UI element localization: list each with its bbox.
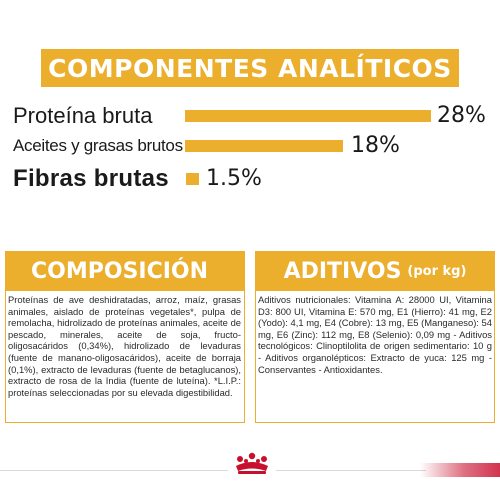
nutrient-bar-fiber	[186, 173, 199, 185]
nutrient-value: 1.5%	[206, 166, 262, 191]
nutrient-bar-protein	[185, 110, 431, 122]
composition-header: COMPOSICIÓN	[5, 251, 245, 291]
analytics-title-band: COMPONENTES ANALÍTICOS	[41, 49, 459, 87]
nutrient-bar-fat	[185, 140, 343, 152]
additives-subtitle: (por kg)	[407, 263, 467, 279]
nutrient-row-fiber: Fibras brutas 1.5%	[0, 164, 500, 194]
nutrient-value: 18%	[351, 133, 400, 158]
footer-divider-left	[0, 470, 228, 471]
nutrient-row-fat: Aceites y grasas brutos 18%	[0, 131, 500, 161]
nutrient-row-protein: Proteína bruta 28%	[0, 101, 500, 131]
nutrient-value: 28%	[437, 103, 486, 128]
nutrient-label: Aceites y grasas brutos	[13, 136, 183, 155]
footer-divider-right	[276, 470, 426, 471]
royal-canin-crown-icon	[236, 452, 268, 474]
analytics-section: COMPONENTES ANALÍTICOS Proteína bruta 28…	[0, 0, 500, 216]
composition-text: Proteínas de ave deshidratadas, arroz, m…	[8, 294, 241, 398]
additives-title: ADITIVOS	[283, 258, 402, 284]
analytics-title: COMPONENTES ANALÍTICOS	[48, 53, 452, 83]
nutrient-label: Proteína bruta	[13, 103, 153, 128]
additives-panel	[255, 291, 495, 423]
additives-text: Aditivos nutricionales: Vitamina A: 2800…	[258, 294, 492, 375]
additives-header: ADITIVOS (por kg)	[255, 251, 495, 291]
composition-panel	[5, 291, 245, 423]
brand-red-strip	[420, 463, 500, 477]
composition-title: COMPOSICIÓN	[31, 258, 209, 284]
nutrient-label: Fibras brutas	[13, 165, 169, 192]
